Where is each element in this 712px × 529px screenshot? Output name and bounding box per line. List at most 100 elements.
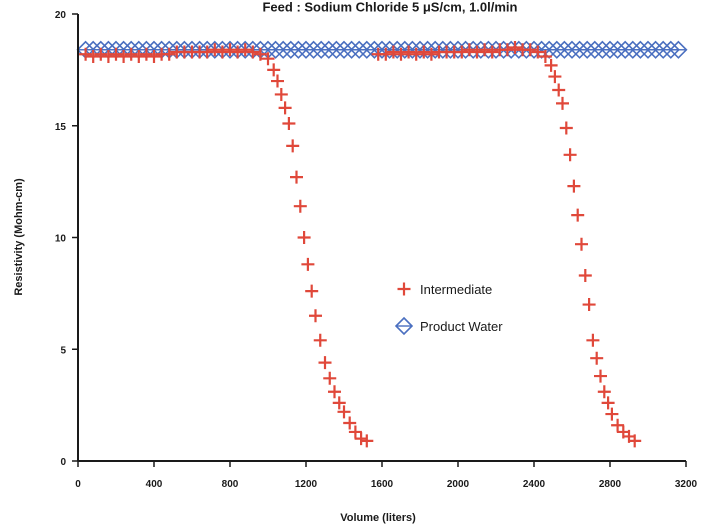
x-tick-label: 800: [222, 479, 239, 490]
data-point-outline: [236, 40, 255, 59]
data-point: [305, 284, 319, 298]
data-point: [309, 309, 322, 323]
data-point: [567, 179, 581, 193]
data-point: [147, 49, 161, 63]
data-point: [538, 49, 552, 63]
data-point-outline: [547, 40, 566, 59]
data-point: [261, 52, 275, 66]
data-point: [274, 87, 288, 101]
data-point-outline: [380, 40, 399, 59]
data-point: [597, 385, 611, 399]
data-point: [548, 70, 562, 84]
data-point: [231, 45, 245, 59]
data-point: [286, 139, 300, 153]
data-point: [578, 268, 592, 282]
data-point-outline: [441, 40, 460, 59]
x-axis-label: Volume (liters): [340, 512, 416, 524]
data-point: [215, 45, 229, 59]
data-point: [267, 63, 281, 77]
x-tick-label: 400: [146, 479, 163, 490]
data-point: [552, 83, 566, 97]
data-point-outline: [593, 40, 612, 59]
data-point-outline: [479, 40, 498, 59]
data-point-outline: [274, 40, 293, 59]
legend-label-product-water: Product Water: [420, 319, 503, 334]
data-point-outline: [456, 40, 475, 59]
data-point-outline: [350, 40, 369, 59]
data-point: [139, 47, 153, 61]
data-point-outline: [426, 40, 445, 59]
data-point: [246, 45, 260, 59]
data-point-outline: [578, 40, 597, 59]
data-point: [354, 432, 368, 446]
data-point-outline: [433, 40, 452, 59]
data-point: [323, 371, 337, 385]
y-axis-ticks: 0 5 10 15 20: [55, 10, 78, 468]
data-point: [478, 43, 492, 57]
x-tick-label: 2000: [447, 479, 470, 490]
data-point: [132, 49, 146, 63]
data-point: [101, 49, 115, 63]
data-point-outline: [646, 40, 665, 59]
data-point: [402, 45, 416, 59]
data-point: [594, 369, 607, 383]
data-point-outline: [304, 40, 323, 59]
plot-area: [76, 40, 688, 448]
x-tick-label: 1200: [295, 479, 318, 490]
data-point: [379, 47, 393, 61]
data-point: [271, 74, 284, 88]
data-point-outline: [669, 40, 688, 59]
data-point-outline: [410, 40, 430, 59]
data-point-outline: [205, 40, 224, 59]
data-point: [559, 121, 573, 135]
data-point-outline: [365, 40, 384, 59]
data-point: [124, 47, 138, 61]
data-point-outline: [418, 40, 437, 59]
x-tick-label: 1600: [371, 479, 394, 490]
data-point-outline: [334, 40, 354, 59]
data-point: [409, 47, 423, 61]
legend-marker-intermediate: [397, 282, 411, 296]
data-point: [94, 47, 108, 61]
data-point-outline: [661, 40, 680, 59]
legend-diamond-marker-outline: [394, 316, 414, 336]
data-point: [253, 47, 267, 61]
data-point: [523, 43, 537, 57]
data-point-outline: [562, 40, 582, 59]
data-point-outline: [296, 40, 316, 59]
data-point: [586, 333, 600, 347]
data-point: [611, 418, 625, 432]
data-point: [508, 41, 522, 55]
x-axis-ticks: 0 400 800 1200 1600 2000 2400 2800 3200: [75, 461, 698, 490]
data-point: [162, 47, 176, 61]
data-point: [582, 298, 596, 312]
data-point-outline: [342, 40, 361, 59]
data-point: [297, 231, 311, 244]
data-point-outline: [600, 40, 620, 59]
data-point-outline: [471, 40, 490, 59]
data-point: [628, 434, 642, 448]
data-point: [485, 45, 499, 59]
data-point: [278, 101, 292, 115]
data-point: [669, 40, 688, 59]
x-tick-label: 2800: [599, 479, 622, 490]
data-point: [301, 257, 315, 271]
legend: Intermediate Product Water: [394, 282, 503, 336]
y-tick-label: 5: [60, 345, 66, 356]
data-point: [605, 407, 619, 421]
data-point: [328, 385, 341, 399]
data-point: [223, 43, 237, 57]
data-point: [332, 396, 346, 410]
data-point: [337, 405, 351, 419]
data-point: [290, 170, 303, 184]
data-point-outline: [327, 40, 346, 59]
legend-item-intermediate: Intermediate: [397, 282, 492, 297]
data-point: [590, 351, 604, 365]
data-point: [601, 396, 615, 410]
data-point: [293, 199, 307, 213]
data-point: [86, 49, 100, 63]
data-point-outline: [540, 40, 559, 59]
data-point: [79, 47, 93, 61]
x-tick-label: 0: [75, 479, 81, 490]
data-point: [500, 43, 514, 57]
